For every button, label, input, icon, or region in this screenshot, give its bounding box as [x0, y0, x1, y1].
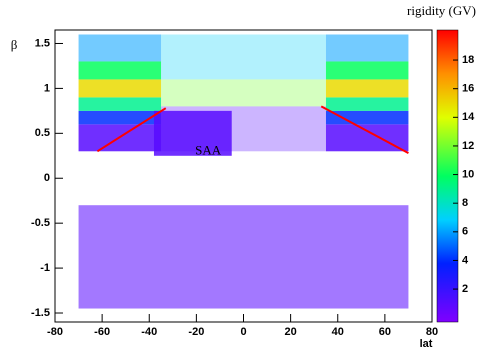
point-cloud	[78, 97, 162, 111]
point-cloud	[325, 97, 409, 111]
colorbar-tick-label: 6	[462, 226, 468, 238]
point-cloud	[325, 110, 409, 125]
point-cloud	[78, 110, 162, 125]
point-cloud	[78, 61, 162, 80]
colorbar-tick-label: 16	[462, 83, 474, 95]
colorbar-tick-label: 12	[462, 140, 474, 152]
y-tick-label: -0.5	[31, 217, 50, 229]
point-cloud	[161, 79, 326, 107]
y-tick-label: 1	[44, 82, 50, 94]
point-cloud	[161, 34, 326, 80]
colorbar	[436, 29, 459, 323]
x-axis-label: lat	[420, 338, 433, 350]
x-tick-label: 40	[332, 326, 344, 338]
y-tick-label: 1.5	[35, 37, 50, 49]
colorbar-tick-label: 4	[462, 254, 469, 266]
y-tick-label: 0	[44, 172, 50, 184]
x-tick-label: -20	[188, 326, 204, 338]
x-tick-label: 80	[426, 326, 438, 338]
x-tick-label: -60	[94, 326, 110, 338]
annotation-line	[320, 105, 409, 154]
colorbar-tick-label: 18	[462, 54, 474, 66]
colorbar-tick-label: 8	[462, 197, 468, 209]
x-tick-label: -40	[141, 326, 157, 338]
colorbar-tick-label: 2	[462, 283, 468, 295]
annotation-line	[96, 107, 167, 153]
y-tick-label: -1.5	[31, 307, 50, 319]
y-tick-label: -1	[40, 262, 50, 274]
point-cloud	[78, 79, 162, 98]
plot-content	[78, 34, 409, 309]
colorbar-label: rigidity (GV)	[407, 3, 476, 18]
point-cloud	[325, 61, 409, 80]
y-axis-label: β	[11, 37, 18, 52]
point-cloud	[325, 79, 409, 98]
point-cloud	[325, 34, 409, 62]
x-tick-label: 20	[285, 326, 297, 338]
colorbar-tick-label: 14	[462, 111, 475, 123]
colorbar-tick-label: 10	[462, 168, 474, 180]
point-cloud	[78, 34, 162, 62]
annotation: SAA	[195, 142, 222, 157]
point-cloud	[78, 205, 409, 309]
x-tick-label: 60	[379, 326, 391, 338]
x-tick-label: -80	[47, 326, 63, 338]
y-tick-label: 0.5	[35, 127, 50, 139]
point-cloud	[153, 110, 232, 156]
x-tick-label: 0	[240, 326, 246, 338]
